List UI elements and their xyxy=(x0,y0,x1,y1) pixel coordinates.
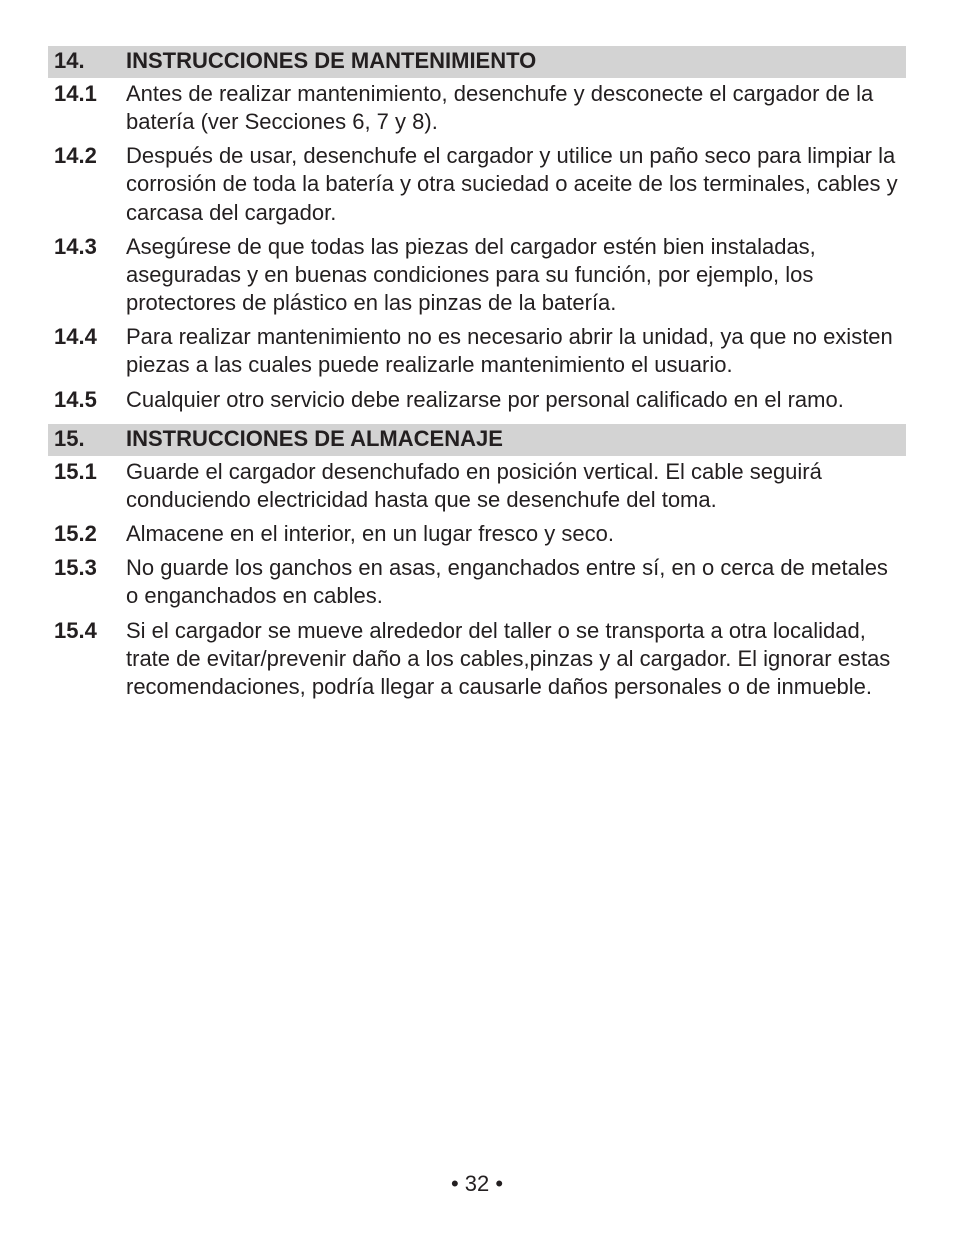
item-text: Asegúrese de que todas las piezas del ca… xyxy=(126,233,900,317)
item-number: 15.2 xyxy=(54,520,126,548)
item-number: 14.2 xyxy=(54,142,126,226)
item-text: Después de usar, desenchufe el cargador … xyxy=(126,142,900,226)
manual-page: 14. INSTRUCCIONES DE MANTENIMIENTO 14.1 … xyxy=(0,0,954,1235)
item-number: 15.1 xyxy=(54,458,126,514)
section-15-header: 15. INSTRUCCIONES DE ALMACENAJE xyxy=(48,424,906,456)
item-15-3: 15.3 No guarde los ganchos en asas, enga… xyxy=(48,552,906,614)
item-14-2: 14.2 Después de usar, desenchufe el carg… xyxy=(48,140,906,230)
item-14-4: 14.4 Para realizar mantenimiento no es n… xyxy=(48,321,906,383)
item-text: Guarde el cargador desenchufado en posic… xyxy=(126,458,900,514)
item-text: Para realizar mantenimiento no es necesa… xyxy=(126,323,900,379)
item-15-2: 15.2 Almacene en el interior, en un luga… xyxy=(48,518,906,552)
item-14-5: 14.5 Cualquier otro servicio debe realiz… xyxy=(48,384,906,418)
item-14-1: 14.1 Antes de realizar mantenimiento, de… xyxy=(48,78,906,140)
item-text: Almacene en el interior, en un lugar fre… xyxy=(126,520,900,548)
item-number: 14.3 xyxy=(54,233,126,317)
section-15-number: 15. xyxy=(54,426,126,452)
item-text: Si el cargador se mueve alrededor del ta… xyxy=(126,617,900,701)
section-14-number: 14. xyxy=(54,48,126,74)
item-text: Antes de realizar mantenimiento, desench… xyxy=(126,80,900,136)
page-number: • 32 • xyxy=(0,1171,954,1197)
item-number: 15.3 xyxy=(54,554,126,610)
item-number: 14.1 xyxy=(54,80,126,136)
item-text: No guarde los ganchos en asas, enganchad… xyxy=(126,554,900,610)
item-15-4: 15.4 Si el cargador se mueve alrededor d… xyxy=(48,615,906,705)
section-15-title: INSTRUCCIONES DE ALMACENAJE xyxy=(126,426,503,452)
item-text: Cualquier otro servicio debe realizarse … xyxy=(126,386,900,414)
item-number: 14.5 xyxy=(54,386,126,414)
section-14-header: 14. INSTRUCCIONES DE MANTENIMIENTO xyxy=(48,46,906,78)
item-15-1: 15.1 Guarde el cargador desenchufado en … xyxy=(48,456,906,518)
section-14-title: INSTRUCCIONES DE MANTENIMIENTO xyxy=(126,48,536,74)
item-number: 14.4 xyxy=(54,323,126,379)
item-14-3: 14.3 Asegúrese de que todas las piezas d… xyxy=(48,231,906,321)
item-number: 15.4 xyxy=(54,617,126,701)
